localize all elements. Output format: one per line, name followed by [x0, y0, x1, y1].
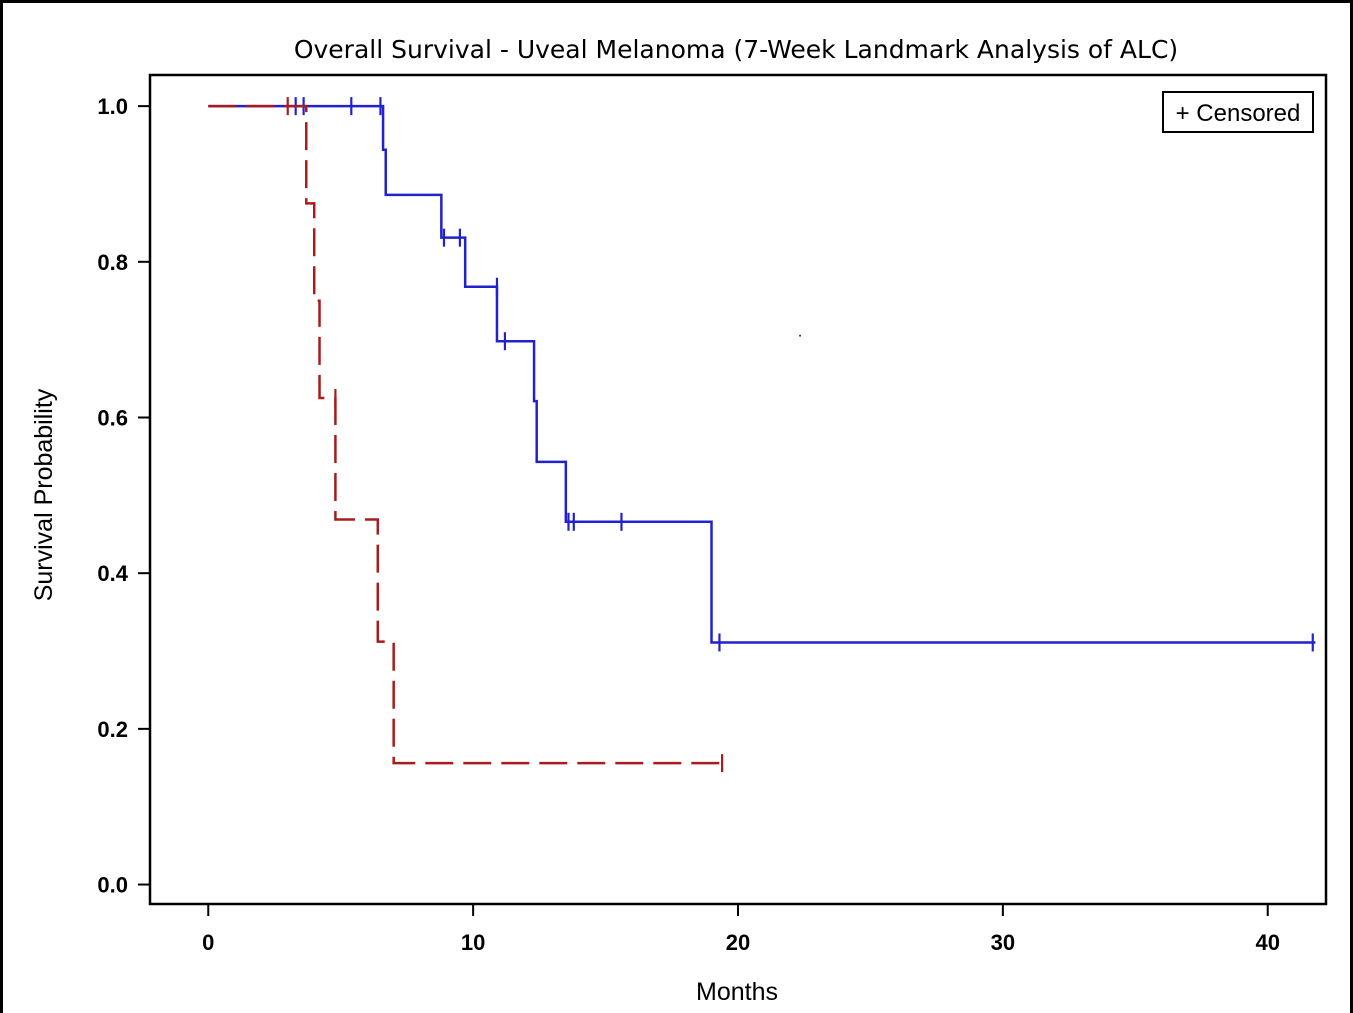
x-axis-label: Months	[696, 978, 778, 1006]
y-tick-label: 0.8	[97, 250, 128, 275]
y-tick-label: 1.0	[97, 94, 128, 119]
legend-label: + Censored	[1176, 100, 1301, 127]
y-tick-label: 0.6	[97, 405, 128, 430]
y-axis-label: Survival Probability	[30, 388, 58, 601]
legend-box	[1162, 91, 1314, 133]
stray-dot-annotation: ·	[797, 327, 802, 344]
plot-area	[148, 73, 1328, 906]
y-tick-label: 0.0	[97, 873, 128, 898]
legend: + Censored	[1162, 91, 1314, 133]
x-tick-label: 20	[726, 930, 750, 955]
series-line-2	[208, 104, 723, 765]
series-line-1	[208, 104, 1316, 644]
x-tick-label: 0	[202, 930, 214, 955]
chart-title: Overall Survival - Uveal Melanoma (7-Wee…	[294, 35, 1178, 64]
y-tick-label: 0.4	[97, 561, 128, 586]
x-tick-label: 30	[991, 930, 1015, 955]
x-axis: 0 10 20 30 40	[202, 904, 1280, 955]
series-layer	[208, 97, 1316, 773]
x-tick-label: 10	[461, 930, 485, 955]
y-tick-label: 0.2	[97, 717, 128, 742]
x-tick-label: 40	[1255, 930, 1279, 955]
y-axis: 0.0 0.2 0.4 0.6 0.8 1.0	[97, 94, 150, 898]
